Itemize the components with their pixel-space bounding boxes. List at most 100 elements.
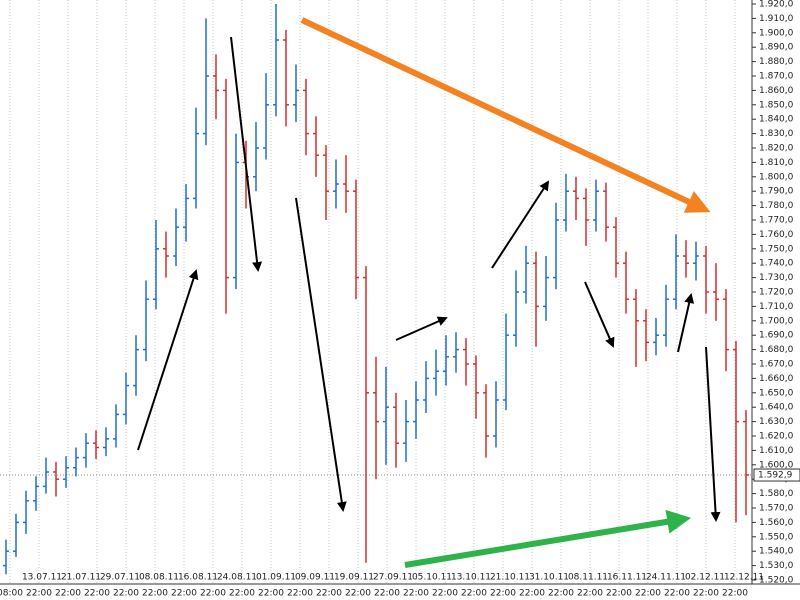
x-time-label: 22:00 [403,589,429,599]
x-time-label: 22:00 [548,589,574,599]
x-date-label: 08.08.11 [139,573,179,583]
y-tick-label: 1.890,0 [759,43,794,53]
x-time-label: 22:00 [606,589,632,599]
x-time-label: 22:00 [229,589,255,599]
x-date-label: 13.10.11 [451,573,491,583]
x-time-label: 22:00 [577,589,603,599]
y-tick-label: 1.850,0 [759,100,794,110]
y-tick-label: 1.620,0 [759,432,794,442]
y-tick-label: 1.660,0 [759,374,794,384]
y-tick-label: 1.630,0 [759,417,794,427]
x-time-label: 22:00 [693,589,719,599]
x-time-label: 22:00 [171,589,197,599]
green-trend-arrow [404,509,692,568]
y-tick-label: 1.560,0 [759,518,794,528]
y-tick-label: 1.600,0 [759,460,794,470]
y-tick-label: 1.640,0 [759,403,794,413]
swing-arrow [295,197,347,512]
y-tick-label: 1.740,0 [759,259,794,269]
y-tick-label: 1.530,0 [759,561,794,571]
y-tick-label: 1.700,0 [759,316,794,326]
y-tick-label: 1.540,0 [759,547,794,557]
x-date-label: 29.07.11 [100,573,140,583]
y-tick-label: 1.720,0 [759,288,794,298]
y-tick-label: 1.840,0 [759,115,794,125]
x-time-label: 22:00 [316,589,342,599]
x-date-label: 16.08.11 [178,573,218,583]
x-time-label: 22:00 [664,589,690,599]
x-time-label: 22:00 [635,589,661,599]
last-price-label: 1.592,9 [758,471,793,481]
y-tick-label: 1.810,0 [759,158,794,168]
y-tick-label: 1.820,0 [759,144,794,154]
x-time-label: 22:00 [490,589,516,599]
swing-arrow [137,269,199,451]
x-date-label: 12.12.11 [724,573,764,583]
y-tick-label: 1.680,0 [759,345,794,355]
y-tick-label: 1.670,0 [759,360,794,370]
swing-arrow [677,293,695,353]
y-tick-label: 1.920,0 [759,0,794,10]
y-tick-label: 1.730,0 [759,273,794,283]
swing-arrow [230,36,263,272]
swing-arrow [705,346,721,522]
x-date-label: 21.07.11 [61,573,101,583]
y-tick-label: 1.690,0 [759,331,794,341]
x-time-label: 22:00 [519,589,545,599]
x-time-label: 22:00 [345,589,371,599]
orange-trend-arrow [300,17,711,213]
y-tick-label: 1.860,0 [759,86,794,96]
x-date-label: 24.08.11 [217,573,257,583]
x-time-label: 22:00 [142,589,168,599]
y-tick-label: 1.790,0 [759,187,794,197]
y-tick-label: 1.750,0 [759,244,794,254]
x-date-label: 19.09.11 [334,573,374,583]
y-tick-label: 1.760,0 [759,230,794,240]
x-date-label: 13.07.11 [22,573,62,583]
x-date-label: 21.10.11 [490,573,530,583]
x-time-label: 22:00 [258,589,284,599]
y-tick-label: 1.520,0 [759,576,794,586]
x-time-label: 22:00 [461,589,487,599]
y-tick-label: 1.870,0 [759,72,794,82]
x-time-label: 22:00 [287,589,313,599]
x-date-label: 31.10.11 [529,573,569,583]
y-tick-label: 1.770,0 [759,216,794,226]
x-date-label: 27.09.11 [373,573,413,583]
x-time-label: 22:00 [26,589,52,599]
y-tick-label: 1.830,0 [759,129,794,139]
x-time-label: 22:00 [84,589,110,599]
x-date-label: 16.11.11 [607,573,647,583]
x-date-label: 02.12.11 [685,573,725,583]
y-tick-label: 1.900,0 [759,28,794,38]
swing-arrow [491,180,550,269]
x-time-label: 22:00 [432,589,458,599]
swing-arrow [395,316,448,341]
y-tick-label: 1.570,0 [759,504,794,514]
y-tick-label: 1.610,0 [759,446,794,456]
x-date-label: 01.09.11 [256,573,296,583]
y-tick-label: 1.910,0 [759,14,794,24]
x-time-label: 22:00 [113,589,139,599]
price-bars [3,4,749,575]
x-date-label: 09.09.11 [295,573,335,583]
x-date-label: 24.11.11 [646,573,686,583]
y-tick-label: 1.650,0 [759,388,794,398]
y-tick-label: 1.780,0 [759,201,794,211]
y-tick-label: 1.800,0 [759,172,794,182]
x-time-label: 08:00 [0,589,23,599]
x-date-label: 08.11.11 [568,573,608,583]
x-time-label: 22:00 [55,589,81,599]
x-time-label: 22:00 [200,589,226,599]
y-tick-label: 1.580,0 [759,489,794,499]
x-time-label: 22:00 [722,589,748,599]
last-price-box [753,468,800,482]
x-time-label: 22:00 [374,589,400,599]
x-date-label: 05.10.11 [412,573,452,583]
y-tick-label: 1.880,0 [759,57,794,67]
swing-arrow [584,281,615,348]
y-tick-label: 1.710,0 [759,302,794,312]
